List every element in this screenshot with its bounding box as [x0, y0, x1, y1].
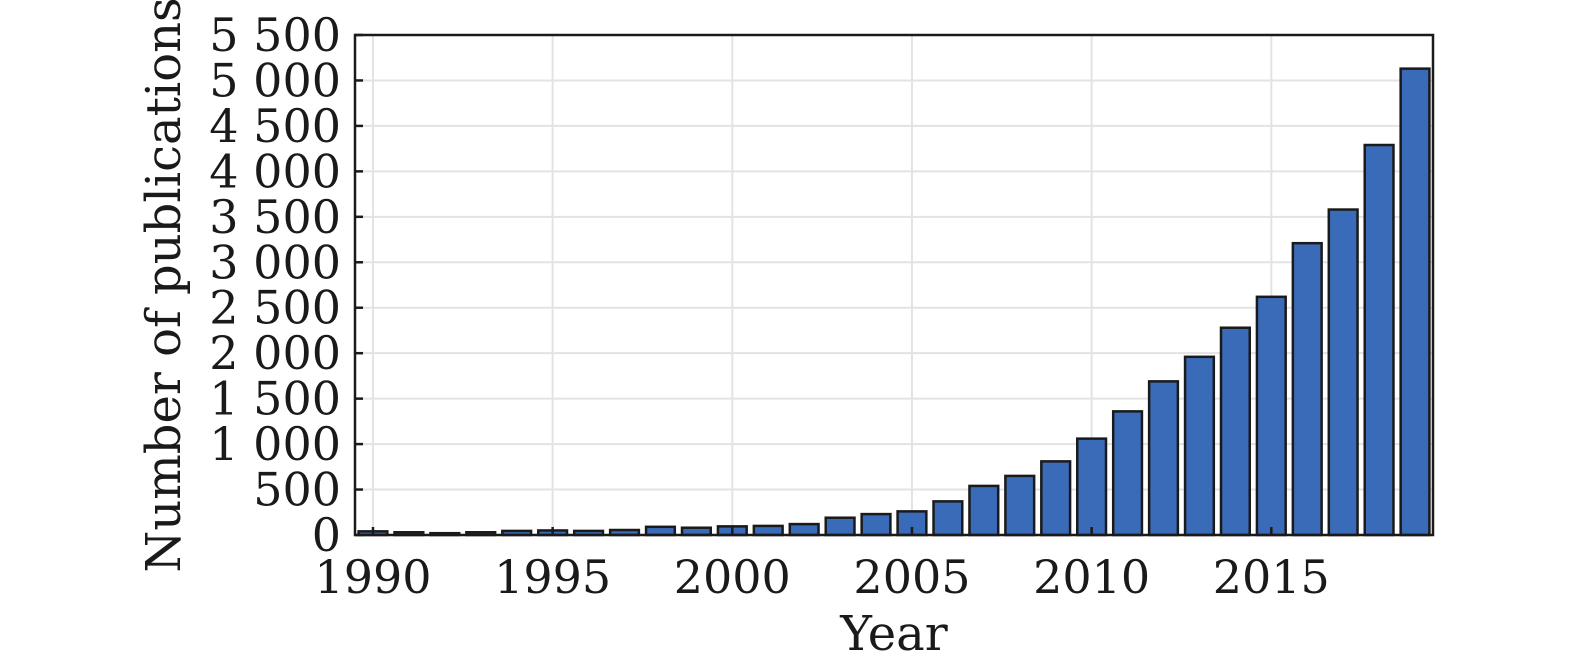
x-tick-label: 1990: [314, 550, 431, 604]
bar-2006: [932, 500, 964, 537]
y-tick-label: 500: [253, 463, 341, 517]
x-tick-label: 2000: [674, 550, 791, 604]
x-axis-label: Year: [839, 606, 948, 662]
y-tick-label: 5 000: [209, 53, 341, 107]
bar-2007: [968, 484, 1000, 537]
x-tick-label: 1995: [494, 550, 611, 604]
y-tick-label: 5 500: [209, 8, 341, 62]
grid: [355, 35, 1433, 535]
y-tick-label: 3 000: [209, 235, 341, 289]
y-tick-label: 4 000: [209, 144, 341, 198]
bar-2019: [1399, 67, 1431, 537]
bar-2018: [1363, 143, 1395, 537]
bar-2013: [1183, 355, 1216, 537]
x-tick-label: 2010: [1033, 550, 1150, 604]
y-tick-label: 0: [312, 508, 341, 562]
bar-2016: [1291, 241, 1323, 537]
plot-frame: [353, 33, 1435, 537]
y-tick-label: 1 500: [209, 372, 341, 426]
bar-2009: [1040, 460, 1072, 537]
bars: [357, 67, 1431, 537]
bar-2012: [1147, 380, 1180, 537]
bar-2015: [1255, 295, 1287, 537]
y-tick-label: 2 000: [209, 326, 341, 380]
y-axis-label: Number of publications: [136, 0, 192, 573]
y-tick-label: 1 000: [209, 417, 341, 471]
y-tick-label: 3 500: [209, 190, 341, 244]
bar-2017: [1327, 208, 1359, 537]
y-tick-label: 2 500: [209, 281, 341, 335]
bar-2011: [1111, 410, 1144, 537]
bar-2002: [788, 522, 820, 537]
bar-2014: [1219, 326, 1251, 537]
bar-2003: [824, 516, 856, 537]
x-tick-label: 2015: [1213, 550, 1330, 604]
y-tick-label: 4 500: [209, 99, 341, 153]
bar-2008: [1004, 474, 1036, 537]
bar-2004: [860, 512, 892, 537]
bar-2010: [1076, 437, 1108, 537]
x-tick-label: 2005: [853, 550, 970, 604]
bar-2001: [752, 524, 784, 537]
